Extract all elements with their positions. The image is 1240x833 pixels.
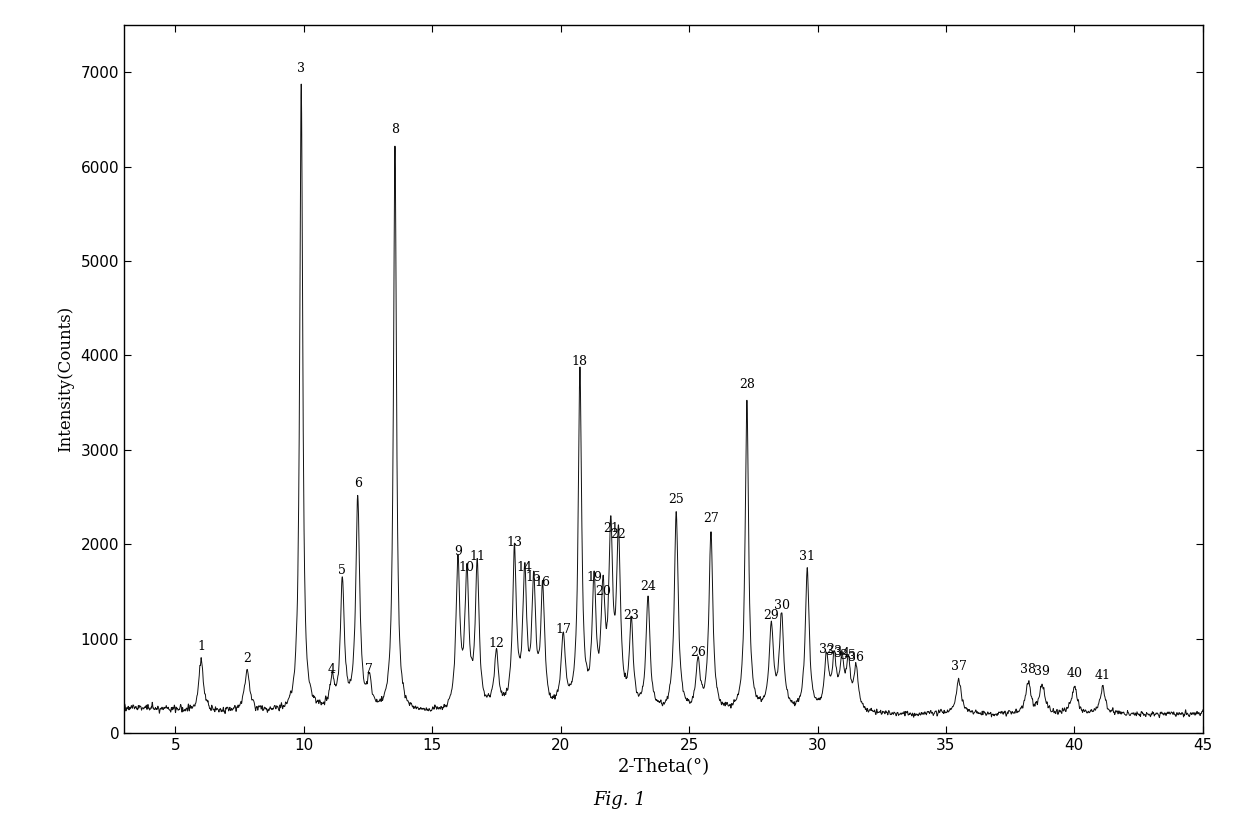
Text: 32: 32 (818, 642, 835, 656)
Text: 39: 39 (1034, 666, 1050, 678)
Text: 24: 24 (640, 581, 656, 593)
Text: 40: 40 (1066, 667, 1083, 681)
Text: 36: 36 (848, 651, 864, 664)
Text: 17: 17 (556, 623, 572, 636)
Text: 25: 25 (668, 493, 684, 506)
Y-axis label: Intensity(Counts): Intensity(Counts) (57, 306, 73, 452)
X-axis label: 2-Theta(°): 2-Theta(°) (618, 759, 709, 776)
Text: Fig. 1: Fig. 1 (594, 791, 646, 809)
Text: 18: 18 (572, 355, 588, 367)
Text: 28: 28 (739, 378, 755, 392)
Text: 21: 21 (603, 521, 619, 535)
Text: 4: 4 (329, 663, 336, 676)
Text: 16: 16 (534, 576, 551, 589)
Text: 30: 30 (774, 599, 790, 612)
Text: 19: 19 (587, 571, 601, 584)
Text: 1: 1 (197, 640, 205, 653)
Text: 5: 5 (339, 564, 346, 577)
Text: 26: 26 (691, 646, 706, 660)
Text: 6: 6 (353, 477, 362, 491)
Text: 22: 22 (610, 528, 626, 541)
Text: 31: 31 (800, 550, 815, 563)
Text: 37: 37 (951, 660, 967, 672)
Text: 12: 12 (489, 637, 505, 650)
Text: 35: 35 (841, 649, 857, 662)
Text: 41: 41 (1095, 669, 1111, 682)
Text: 34: 34 (835, 647, 849, 661)
Text: 27: 27 (703, 512, 719, 526)
Text: 9: 9 (454, 546, 461, 558)
Text: 7: 7 (366, 663, 373, 676)
Text: 8: 8 (391, 123, 399, 137)
Text: 13: 13 (506, 536, 522, 549)
Text: 3: 3 (298, 62, 305, 75)
Text: 20: 20 (595, 585, 611, 598)
Text: 23: 23 (624, 609, 640, 621)
Text: 10: 10 (459, 561, 475, 575)
Text: 38: 38 (1021, 663, 1037, 676)
Text: 2: 2 (243, 652, 252, 665)
Text: 11: 11 (469, 550, 485, 563)
Text: 14: 14 (517, 561, 533, 575)
Text: 33: 33 (826, 646, 842, 658)
Text: 15: 15 (526, 571, 542, 584)
Text: 29: 29 (764, 609, 779, 621)
